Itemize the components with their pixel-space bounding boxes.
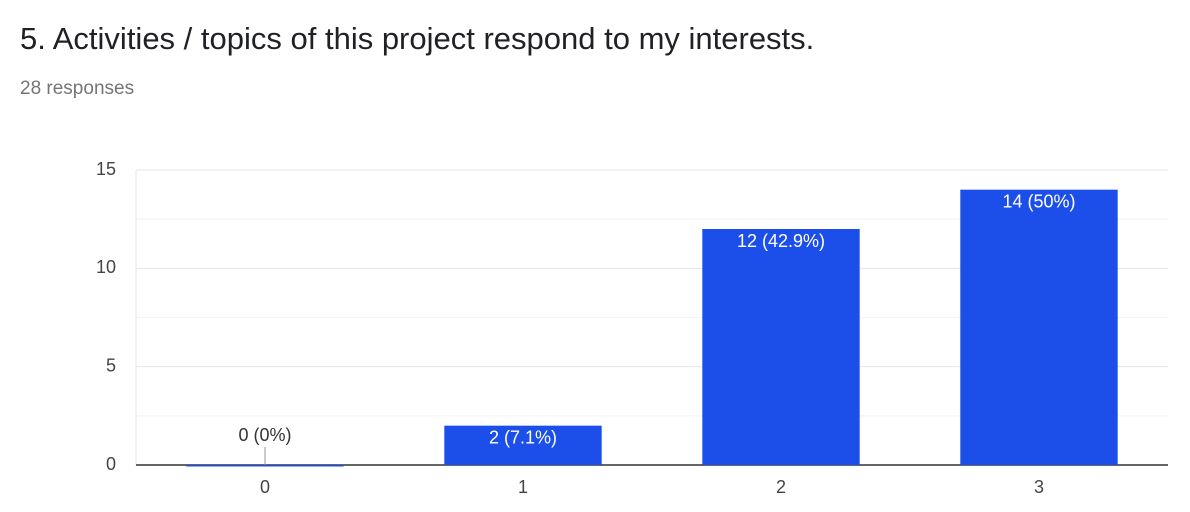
- y-tick-label: 0: [106, 454, 116, 474]
- chart-title: 5. Activities / topics of this project r…: [20, 21, 814, 56]
- data-label: 2 (7.1%): [489, 427, 557, 447]
- x-tick-label: 0: [260, 477, 270, 497]
- chart-subtitle: 28 responses: [20, 78, 134, 99]
- bar: [444, 425, 602, 465]
- x-tick-label: 1: [518, 477, 528, 497]
- bar: [960, 189, 1118, 465]
- data-label: 0 (0%): [238, 425, 291, 445]
- x-tick-label: 3: [1034, 477, 1044, 497]
- y-tick-label: 15: [96, 159, 116, 179]
- data-label: 14 (50%): [1002, 191, 1075, 211]
- y-tick-label: 5: [106, 355, 116, 375]
- x-tick-label: 2: [776, 477, 786, 497]
- bar: [702, 229, 860, 465]
- data-label: 12 (42.9%): [737, 231, 825, 251]
- y-tick-label: 10: [96, 257, 116, 277]
- bar: [186, 465, 344, 467]
